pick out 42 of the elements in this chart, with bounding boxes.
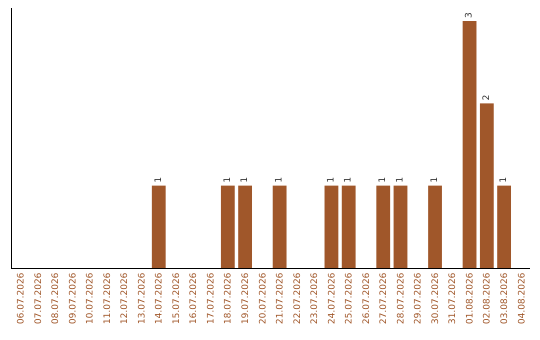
x-tick-label: 08.07.2026 xyxy=(51,272,62,324)
x-tick-label: 28.07.2026 xyxy=(396,272,406,324)
data-label: 1 xyxy=(326,176,336,183)
x-tick-label: 25.07.2026 xyxy=(344,272,355,324)
data-label: 1 xyxy=(154,176,164,183)
x-tick-label: 31.07.2026 xyxy=(448,272,458,324)
data-label: 1 xyxy=(430,176,440,183)
x-tick-label: 03.08.2026 xyxy=(500,272,510,324)
data-label: 1 xyxy=(344,176,354,183)
x-tick-label: 16.07.2026 xyxy=(189,272,200,324)
x-tick-label: 21.07.2026 xyxy=(276,272,286,324)
x-tick-label: 27.07.2026 xyxy=(379,272,390,324)
x-tick-label: 06.07.2026 xyxy=(16,272,27,324)
x-tick-label: 12.07.2026 xyxy=(120,272,130,324)
x-tick-label: 11.07.2026 xyxy=(102,272,113,324)
x-tick-label: 20.07.2026 xyxy=(258,272,268,324)
x-tick-label: 10.07.2026 xyxy=(86,272,96,324)
data-label: 1 xyxy=(240,176,250,183)
x-tick-label: 30.07.2026 xyxy=(430,272,441,324)
data-label: 1 xyxy=(274,176,285,183)
x-tick-label: 04.08.2026 xyxy=(517,272,528,324)
data-label: 1 xyxy=(396,176,406,183)
x-tick-label: 26.07.2026 xyxy=(362,272,372,324)
data-label: 1 xyxy=(499,176,510,183)
x-tick-label: 01.08.2026 xyxy=(465,272,476,324)
data-label: 2 xyxy=(482,94,492,100)
x-tick-label: 07.07.2026 xyxy=(34,272,44,324)
x-tick-label: 24.07.2026 xyxy=(327,272,338,324)
data-label: 1 xyxy=(222,176,233,183)
x-tick-label: 13.07.2026 xyxy=(137,272,148,324)
x-tick-label: 17.07.2026 xyxy=(206,272,216,324)
x-tick-label: 29.07.2026 xyxy=(414,272,424,324)
x-tick-label: 18.07.2026 xyxy=(224,272,234,324)
x-tick-label: 02.08.2026 xyxy=(482,272,493,324)
x-tick-label: 14.07.2026 xyxy=(154,272,165,324)
x-tick-label: 19.07.2026 xyxy=(241,272,252,324)
data-label: 1 xyxy=(378,176,388,183)
x-tick-label: 23.07.2026 xyxy=(310,272,320,324)
x-tick-label: 22.07.2026 xyxy=(292,272,303,324)
x-tick-label: 15.07.2026 xyxy=(172,272,182,324)
data-label: 3 xyxy=(464,12,475,18)
x-tick-label: 09.07.2026 xyxy=(68,272,78,324)
